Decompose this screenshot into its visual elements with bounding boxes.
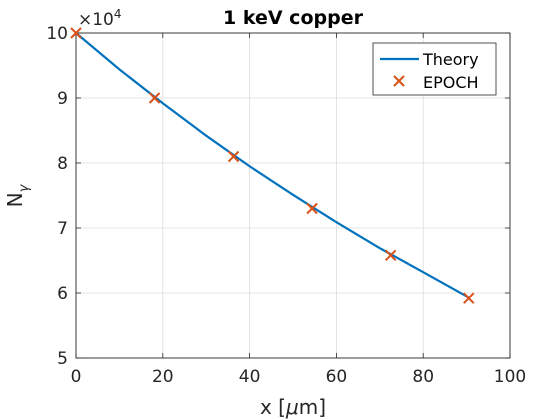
y-tick-label: 10	[46, 24, 68, 44]
series-epoch-point	[463, 292, 475, 304]
y-exponent-base: ×10	[78, 10, 114, 30]
y-axis-label: Nγ	[3, 183, 32, 207]
legend-epoch-marker	[393, 75, 405, 87]
x-tick-label: 60	[326, 367, 348, 387]
x-axis-label-mu: μ	[285, 395, 299, 419]
y-axis-label-sub: γ	[17, 183, 32, 192]
series-epoch-point	[70, 27, 82, 39]
y-exponent-label: ×104	[78, 7, 122, 30]
x-tick-label: 80	[412, 367, 434, 387]
y-tick-label: 8	[57, 154, 68, 174]
series-epoch-point	[384, 249, 397, 262]
x-axis-label: x [μm]	[260, 395, 326, 419]
y-tick-labels: 5 6 7 8 9 10	[46, 24, 68, 369]
x-tick-label: 100	[494, 367, 526, 387]
chart-title: 1 keV copper	[223, 7, 364, 29]
y-tick-label: 9	[57, 89, 68, 109]
legend-epoch-label: EPOCH	[423, 73, 479, 92]
legend: Theory EPOCH	[372, 42, 497, 96]
series-epoch-point	[148, 92, 161, 104]
series-epoch-point	[227, 150, 240, 163]
x-axis-label-unit: m]	[299, 395, 326, 419]
series-layer	[70, 27, 475, 304]
y-tick-label: 5	[57, 349, 68, 369]
axes-box	[75, 32, 511, 359]
x-axis-label-text: x [	[260, 395, 286, 419]
series-theory-line	[75, 32, 470, 299]
y-axis-label-text: N	[3, 192, 27, 207]
axes	[75, 32, 511, 359]
x-tick-label: 0	[71, 367, 82, 387]
y-tick-label: 7	[57, 219, 68, 239]
legend-theory-label: Theory	[422, 50, 479, 69]
legend-box	[372, 42, 497, 96]
x-tick-labels: 0 20 40 60 80 100	[71, 367, 527, 387]
y-exponent-power: 4	[114, 7, 122, 21]
y-tick-label: 6	[57, 284, 68, 304]
series-epoch-point	[306, 202, 318, 215]
x-tick-label: 20	[152, 367, 174, 387]
x-tick-label: 40	[239, 367, 261, 387]
